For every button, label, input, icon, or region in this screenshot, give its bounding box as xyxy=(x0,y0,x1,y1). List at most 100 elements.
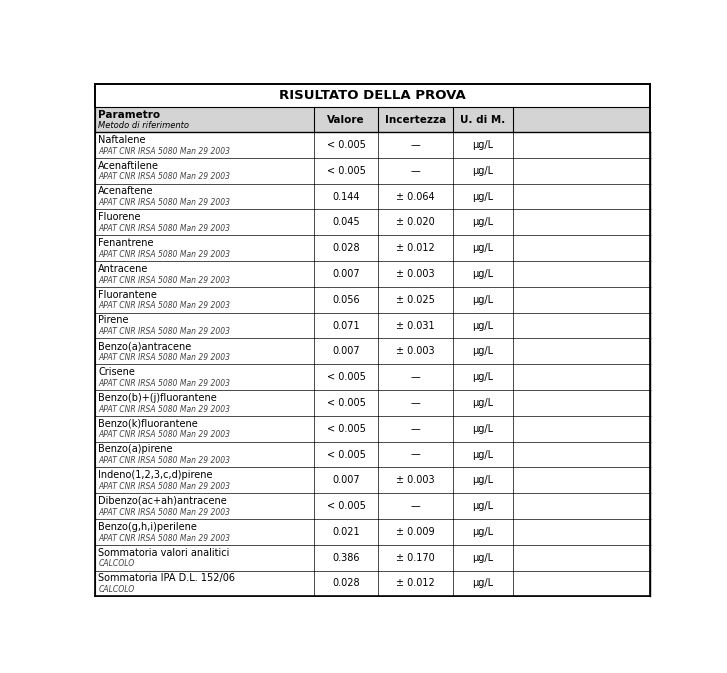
Text: APAT CNR IRSA 5080 Man 29 2003: APAT CNR IRSA 5080 Man 29 2003 xyxy=(98,224,230,233)
Text: Naftalene: Naftalene xyxy=(98,135,145,145)
Bar xyxy=(95,261,650,287)
Text: Antracene: Antracene xyxy=(98,264,148,274)
Text: —: — xyxy=(411,372,420,382)
Text: Indeno(1,2,3,c,d)pirene: Indeno(1,2,3,c,d)pirene xyxy=(98,470,213,480)
Text: ± 0.012: ± 0.012 xyxy=(396,579,435,588)
Text: U. di M.: U. di M. xyxy=(460,114,505,125)
Text: Acenaftilene: Acenaftilene xyxy=(98,161,159,170)
Bar xyxy=(95,390,650,416)
Text: μg/L: μg/L xyxy=(473,527,494,537)
Bar xyxy=(95,364,650,390)
Text: APAT CNR IRSA 5080 Man 29 2003: APAT CNR IRSA 5080 Man 29 2003 xyxy=(98,353,230,362)
Bar xyxy=(95,416,650,441)
Text: Benzo(b)+(j)fluorantene: Benzo(b)+(j)fluorantene xyxy=(98,393,217,402)
Text: 0.007: 0.007 xyxy=(332,269,360,279)
Text: μg/L: μg/L xyxy=(473,501,494,511)
Text: 0.028: 0.028 xyxy=(332,579,360,588)
Text: APAT CNR IRSA 5080 Man 29 2003: APAT CNR IRSA 5080 Man 29 2003 xyxy=(98,404,230,414)
Text: Metodo di riferimento: Metodo di riferimento xyxy=(98,120,189,130)
Text: CALCOLO: CALCOLO xyxy=(98,585,134,594)
Text: APAT CNR IRSA 5080 Man 29 2003: APAT CNR IRSA 5080 Man 29 2003 xyxy=(98,276,230,285)
Text: Valore: Valore xyxy=(327,114,365,125)
Text: μg/L: μg/L xyxy=(473,347,494,356)
Text: < 0.005: < 0.005 xyxy=(327,166,366,176)
Text: < 0.005: < 0.005 xyxy=(327,398,366,408)
Text: μg/L: μg/L xyxy=(473,140,494,150)
Bar xyxy=(95,519,650,544)
Text: ± 0.025: ± 0.025 xyxy=(396,295,435,305)
Text: ± 0.031: ± 0.031 xyxy=(396,320,435,330)
Text: μg/L: μg/L xyxy=(473,269,494,279)
Text: —: — xyxy=(411,398,420,408)
Text: 0.007: 0.007 xyxy=(332,347,360,356)
Text: —: — xyxy=(411,501,420,511)
Text: ± 0.009: ± 0.009 xyxy=(396,527,435,537)
Text: APAT CNR IRSA 5080 Man 29 2003: APAT CNR IRSA 5080 Man 29 2003 xyxy=(98,250,230,259)
Text: μg/L: μg/L xyxy=(473,475,494,485)
Text: μg/L: μg/L xyxy=(473,166,494,176)
Text: ± 0.003: ± 0.003 xyxy=(396,269,435,279)
Bar xyxy=(95,468,650,493)
Bar xyxy=(95,493,650,519)
Text: μg/L: μg/L xyxy=(473,372,494,382)
Text: —: — xyxy=(411,140,420,150)
Text: < 0.005: < 0.005 xyxy=(327,450,366,460)
Text: ± 0.003: ± 0.003 xyxy=(396,475,435,485)
Text: Fluorantene: Fluorantene xyxy=(98,289,157,299)
Bar xyxy=(95,571,650,596)
Text: μg/L: μg/L xyxy=(473,424,494,433)
Text: APAT CNR IRSA 5080 Man 29 2003: APAT CNR IRSA 5080 Man 29 2003 xyxy=(98,456,230,465)
Text: APAT CNR IRSA 5080 Man 29 2003: APAT CNR IRSA 5080 Man 29 2003 xyxy=(98,431,230,439)
Text: μg/L: μg/L xyxy=(473,192,494,201)
Text: RISULTATO DELLA PROVA: RISULTATO DELLA PROVA xyxy=(279,90,466,102)
Bar xyxy=(95,339,650,364)
Text: μg/L: μg/L xyxy=(473,320,494,330)
Text: Benzo(g,h,i)perilene: Benzo(g,h,i)perilene xyxy=(98,522,197,532)
Text: ± 0.170: ± 0.170 xyxy=(396,553,435,563)
Text: Sommatoria IPA D.L. 152/06: Sommatoria IPA D.L. 152/06 xyxy=(98,573,236,583)
Text: Pirene: Pirene xyxy=(98,316,129,325)
Text: Incertezza: Incertezza xyxy=(385,114,446,125)
Text: < 0.005: < 0.005 xyxy=(327,372,366,382)
Text: Crisene: Crisene xyxy=(98,367,135,377)
Text: Sommatoria valori analitici: Sommatoria valori analitici xyxy=(98,548,230,557)
Text: Fluorene: Fluorene xyxy=(98,212,141,222)
Text: 0.007: 0.007 xyxy=(332,475,360,485)
Text: APAT CNR IRSA 5080 Man 29 2003: APAT CNR IRSA 5080 Man 29 2003 xyxy=(98,508,230,517)
Bar xyxy=(95,184,650,209)
Text: APAT CNR IRSA 5080 Man 29 2003: APAT CNR IRSA 5080 Man 29 2003 xyxy=(98,534,230,542)
Text: APAT CNR IRSA 5080 Man 29 2003: APAT CNR IRSA 5080 Man 29 2003 xyxy=(98,199,230,207)
Text: APAT CNR IRSA 5080 Man 29 2003: APAT CNR IRSA 5080 Man 29 2003 xyxy=(98,172,230,182)
Text: Dibenzo(ac+ah)antracene: Dibenzo(ac+ah)antracene xyxy=(98,496,227,506)
Bar xyxy=(95,158,650,184)
Text: μg/L: μg/L xyxy=(473,398,494,408)
Bar xyxy=(95,84,650,107)
Text: 0.021: 0.021 xyxy=(332,527,360,537)
Text: μg/L: μg/L xyxy=(473,450,494,460)
Text: APAT CNR IRSA 5080 Man 29 2003: APAT CNR IRSA 5080 Man 29 2003 xyxy=(98,302,230,310)
Text: ± 0.064: ± 0.064 xyxy=(396,192,435,201)
Text: μg/L: μg/L xyxy=(473,295,494,305)
Text: 0.071: 0.071 xyxy=(332,320,360,330)
Text: APAT CNR IRSA 5080 Man 29 2003: APAT CNR IRSA 5080 Man 29 2003 xyxy=(98,147,230,155)
Bar xyxy=(95,441,650,468)
Bar xyxy=(95,107,650,132)
Text: ± 0.012: ± 0.012 xyxy=(396,243,435,253)
Text: CALCOLO: CALCOLO xyxy=(98,559,134,569)
Text: —: — xyxy=(411,424,420,433)
Bar xyxy=(95,236,650,261)
Bar xyxy=(95,132,650,158)
Text: Fenantrene: Fenantrene xyxy=(98,238,153,248)
Text: μg/L: μg/L xyxy=(473,579,494,588)
Text: APAT CNR IRSA 5080 Man 29 2003: APAT CNR IRSA 5080 Man 29 2003 xyxy=(98,327,230,336)
Bar xyxy=(95,544,650,571)
Bar xyxy=(95,313,650,339)
Text: < 0.005: < 0.005 xyxy=(327,501,366,511)
Text: 0.144: 0.144 xyxy=(332,192,360,201)
Text: 0.028: 0.028 xyxy=(332,243,360,253)
Text: < 0.005: < 0.005 xyxy=(327,424,366,433)
Text: 0.045: 0.045 xyxy=(332,217,360,227)
Bar xyxy=(95,209,650,236)
Text: μg/L: μg/L xyxy=(473,217,494,227)
Text: Acenaftene: Acenaftene xyxy=(98,186,153,197)
